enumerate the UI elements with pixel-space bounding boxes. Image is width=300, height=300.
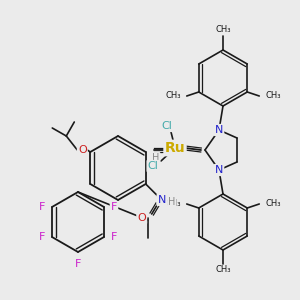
Text: N: N <box>215 125 223 135</box>
Text: CH₃: CH₃ <box>215 266 231 274</box>
Text: H: H <box>168 197 176 207</box>
Text: Cl: Cl <box>162 121 172 131</box>
Text: Ru: Ru <box>165 141 185 155</box>
Text: H: H <box>152 153 159 163</box>
Text: CH₃: CH₃ <box>165 92 181 100</box>
Text: F: F <box>39 232 45 242</box>
Text: F: F <box>39 202 45 212</box>
Text: N: N <box>158 195 166 205</box>
Text: F: F <box>75 259 81 269</box>
Text: O: O <box>78 145 87 155</box>
Text: CH₃: CH₃ <box>265 200 281 208</box>
Text: O: O <box>137 213 146 223</box>
Text: F: F <box>111 232 117 242</box>
Text: N: N <box>215 165 223 175</box>
Text: Cl: Cl <box>148 161 158 171</box>
Text: CH₃: CH₃ <box>165 200 181 208</box>
Text: CH₃: CH₃ <box>265 92 281 100</box>
Text: F: F <box>111 202 117 212</box>
Text: CH₃: CH₃ <box>215 26 231 34</box>
